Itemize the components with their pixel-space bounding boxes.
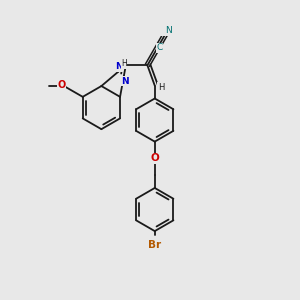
Text: H: H (121, 59, 127, 68)
Text: O: O (150, 153, 159, 163)
Text: O: O (58, 80, 66, 89)
Text: N: N (121, 76, 128, 85)
Text: H: H (158, 82, 164, 91)
Text: Br: Br (148, 240, 161, 250)
Text: C: C (157, 44, 163, 52)
Text: N: N (115, 62, 122, 71)
Text: N: N (165, 26, 171, 35)
